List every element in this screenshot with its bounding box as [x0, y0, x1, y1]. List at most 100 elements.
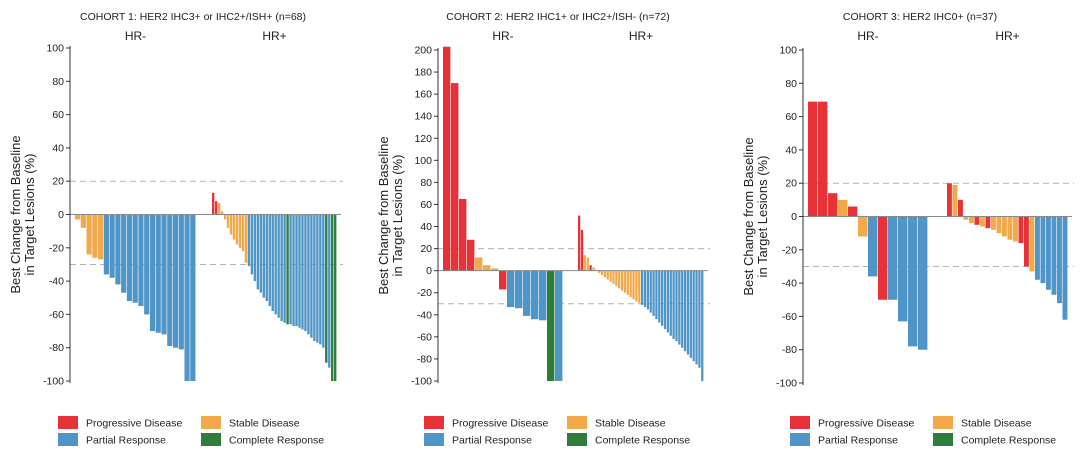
bar-sd [963, 216, 969, 220]
bar-sd [606, 270, 609, 280]
bar-pr [265, 214, 268, 302]
bar-pr [698, 270, 701, 368]
bar-pr [523, 270, 531, 316]
y-tick-label: 100 [414, 155, 432, 167]
y-tick-label: -20 [49, 242, 64, 254]
bar-sd [1002, 216, 1007, 237]
bar-pr [109, 214, 115, 278]
bar-pr [298, 214, 301, 328]
bar-pd [808, 101, 818, 217]
bar-sd [996, 216, 1002, 234]
legend-stable-label: Stable Disease [595, 418, 666, 430]
bar-pr [184, 214, 190, 381]
bar-sd [612, 270, 615, 284]
y-tick-label: 0 [58, 209, 64, 221]
bar-sd [600, 270, 604, 276]
bar-pr [1040, 216, 1046, 284]
bar-pd [958, 199, 963, 217]
bar-pr [172, 214, 179, 348]
group-label-hrpos: HR+ [262, 29, 286, 43]
bar-sd [632, 270, 635, 300]
legend-complete-label: Complete Response [961, 435, 1056, 447]
bar-sd [858, 216, 868, 237]
y-tick-label: 80 [785, 78, 797, 90]
bar-pd [212, 192, 215, 215]
bar-sd [991, 216, 996, 230]
bar-pr [663, 270, 667, 330]
bar-pr [652, 270, 655, 316]
legend-partial-swatch [790, 433, 810, 446]
bar-pd [985, 216, 991, 229]
y-axis-label-line: Best Change from Baseline [741, 137, 756, 295]
bar-sd [491, 268, 499, 271]
bar-sd [475, 257, 483, 271]
bar-pr [256, 214, 260, 290]
bar-pd [878, 216, 888, 300]
bar-sd [92, 214, 98, 258]
bar-cr [547, 270, 555, 381]
legend-stable-label: Stable Disease [961, 418, 1032, 430]
bar-pr [643, 270, 647, 308]
legend-progressive-label: Progressive Disease [818, 418, 914, 430]
bar-sd [598, 270, 601, 273]
legend: Progressive Disease Stable Disease Partial… [790, 416, 1056, 447]
bar-pr [1046, 216, 1051, 290]
group-label-hrneg: HR- [857, 29, 878, 43]
bar-sd [229, 214, 233, 235]
bar-pr [253, 214, 257, 282]
y-axis-label: Best Change from Baselinein Target Lesio… [741, 137, 770, 295]
bar-pr [155, 214, 161, 333]
bar-sd [226, 214, 230, 228]
bar-sd [620, 270, 624, 291]
bar-pr [103, 214, 109, 275]
bar-pr [669, 270, 672, 336]
bar-pr [507, 270, 515, 308]
bar-pr [868, 216, 878, 277]
y-tick-label: 20 [420, 243, 432, 255]
bar-sd [217, 202, 221, 215]
bar-pr [304, 214, 307, 332]
bar-pr [555, 270, 563, 381]
bar-pr [661, 270, 664, 326]
bar-pd [578, 215, 581, 271]
group-label-hrpos: HR+ [629, 29, 653, 43]
bar-pr [268, 214, 271, 307]
y-tick-label: 60 [785, 111, 797, 123]
bar-pd [580, 229, 584, 271]
bar-sd [626, 270, 629, 295]
bar-pr [672, 270, 675, 340]
bar-pr [1057, 216, 1062, 304]
y-tick-label: -60 [417, 331, 432, 343]
y-axis-label-line: in Target Lesions (%) [390, 155, 405, 277]
bar-pr [178, 214, 184, 350]
bar-pr [328, 214, 331, 368]
bar-pr [316, 214, 319, 343]
legend-complete-swatch [933, 433, 953, 446]
legend-stable-label: Stable Disease [229, 418, 300, 430]
bar-pr [695, 270, 698, 365]
y-tick-label: 60 [52, 109, 64, 121]
y-axis-label-line: in Target Lesions (%) [755, 156, 770, 278]
y-tick-label: 60 [420, 199, 432, 211]
legend: Progressive Disease Stable Disease Partial… [424, 416, 690, 447]
bar-sd [86, 214, 92, 255]
y-tick-label: 100 [779, 45, 797, 57]
bar-pd [1024, 216, 1029, 267]
bar-pr [686, 270, 690, 355]
bar-sd [952, 184, 958, 217]
bar-pr [678, 270, 681, 345]
bar-sd [98, 214, 104, 260]
panel-title: COHORT 2: HER2 IHC1+ or IHC2+/ISH- (n=72… [446, 11, 669, 23]
bar-pr [274, 214, 277, 315]
bar-pr [289, 214, 292, 325]
legend-partial-label: Partial Response [452, 435, 532, 447]
y-tick-label: -100 [43, 376, 64, 388]
bar-sd [241, 214, 245, 252]
bar-sd [969, 216, 974, 224]
bar-pd [947, 183, 952, 217]
y-tick-label: -80 [782, 344, 797, 356]
bar-pd [459, 198, 467, 271]
legend-stable-swatch [567, 416, 587, 429]
bar-pr [126, 214, 133, 302]
bar-pd [818, 101, 828, 217]
